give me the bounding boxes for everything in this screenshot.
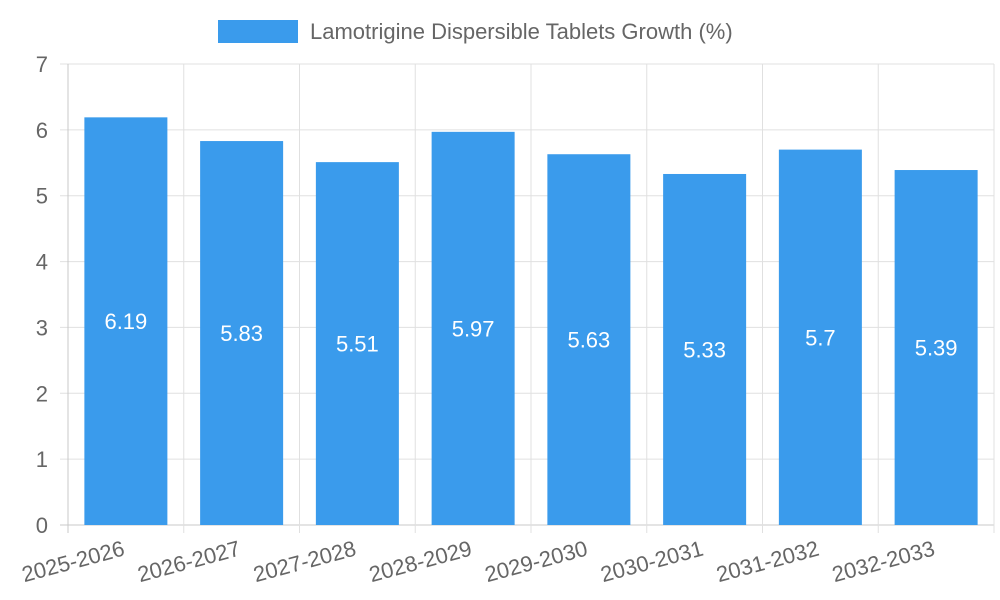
y-axis-ticks: 0 1 2 3 4 5 6 7	[36, 52, 48, 538]
legend[interactable]: Lamotrigine Dispersible Tablets Growth (…	[218, 19, 733, 44]
bar-value-label: 5.63	[567, 328, 610, 353]
x-tick-label: 2030-2031	[598, 536, 706, 587]
legend-swatch	[218, 20, 298, 43]
x-tick-label: 2027-2028	[251, 536, 359, 587]
y-tick-label: 0	[36, 513, 48, 538]
x-tick-label: 2028-2029	[366, 536, 474, 587]
x-tick-label: 2025-2026	[19, 536, 127, 587]
x-tick-label: 2031-2032	[714, 536, 822, 587]
bar[interactable]	[200, 141, 284, 525]
y-tick-label: 6	[36, 118, 48, 143]
y-tick-label: 1	[36, 447, 48, 472]
bar[interactable]	[315, 162, 399, 525]
bar[interactable]	[894, 170, 978, 525]
x-tick-label: 2029-2030	[482, 536, 590, 587]
bar[interactable]	[663, 173, 747, 525]
bar[interactable]	[84, 117, 168, 525]
bar-labels: 6.19 5.83 5.51 5.97 5.63 5.33 5.7 5.39	[104, 309, 957, 362]
y-tick-label: 7	[36, 52, 48, 77]
x-tick-label: 2032-2033	[829, 536, 937, 587]
bar[interactable]	[547, 154, 631, 525]
bar-value-label: 5.51	[336, 332, 379, 357]
bar[interactable]	[431, 131, 515, 525]
x-tick-label: 2026-2027	[135, 536, 243, 587]
bar-value-label: 6.19	[104, 309, 147, 334]
bar[interactable]	[778, 149, 862, 525]
bar-value-label: 5.83	[220, 321, 263, 346]
y-tick-label: 2	[36, 381, 48, 406]
bar-value-label: 5.39	[915, 336, 958, 361]
legend-label: Lamotrigine Dispersible Tablets Growth (…	[310, 19, 733, 44]
y-tick-label: 3	[36, 315, 48, 340]
y-tick-label: 4	[36, 250, 48, 275]
bar-value-label: 5.33	[683, 337, 726, 362]
bar-value-label: 5.97	[452, 316, 495, 341]
x-axis-ticks: 2025-2026 2026-2027 2027-2028 2028-2029 2029…	[19, 536, 937, 587]
bar-value-label: 5.7	[805, 325, 836, 350]
bars	[84, 117, 978, 525]
y-tick-label: 5	[36, 184, 48, 209]
